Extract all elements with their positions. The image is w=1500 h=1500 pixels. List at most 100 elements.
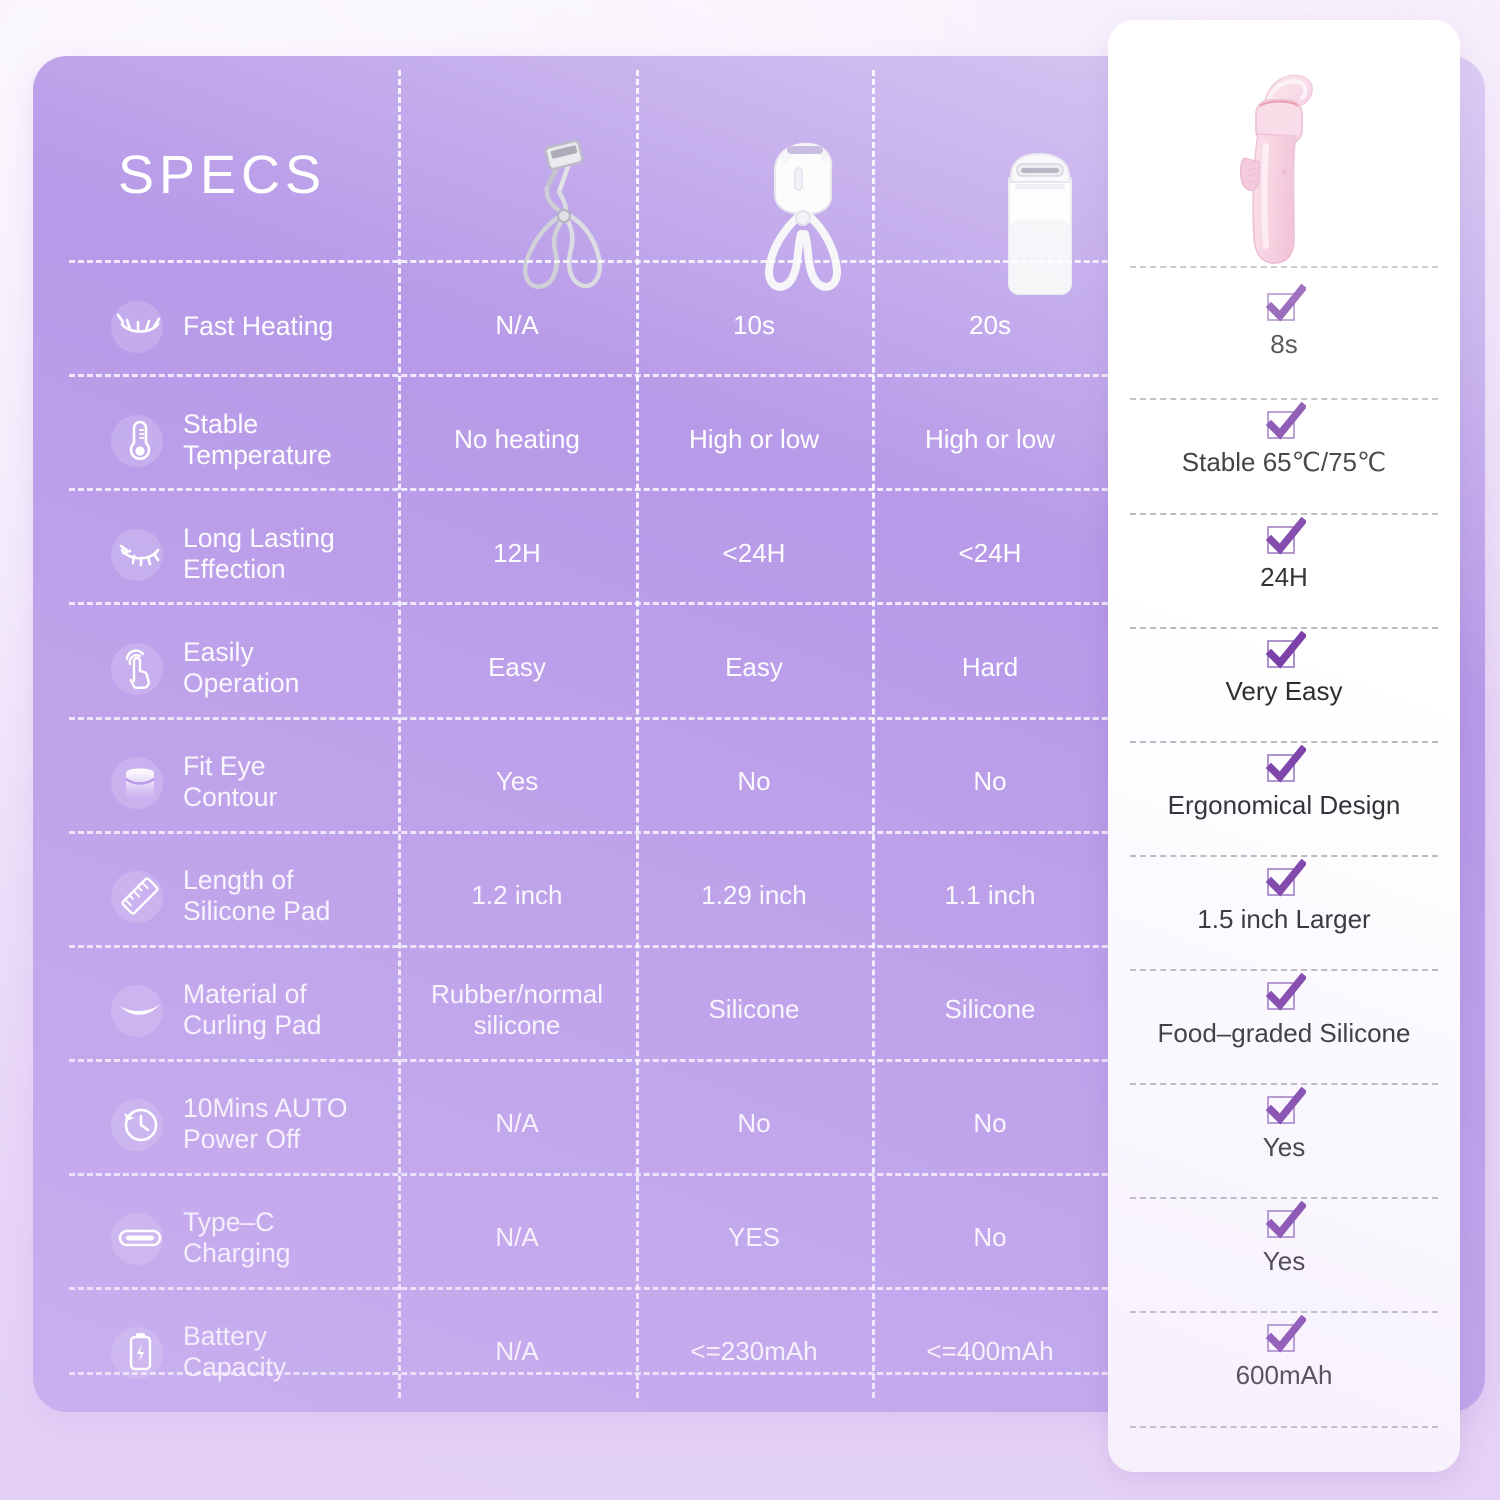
thermometer-icon [111, 411, 169, 469]
cell-value: No heating [454, 424, 580, 455]
highlight-value: 8s [1270, 329, 1298, 359]
cell-value: Silicone [944, 994, 1036, 1025]
cell-value: No [737, 766, 771, 797]
featured-product-card: 8s Stable 65℃/75℃ 24H Very Easy [1108, 20, 1460, 1472]
highlight-row-divider [1130, 513, 1438, 515]
highlight-value: Ergonomical Design [1167, 790, 1401, 820]
cell-value: Easy [488, 652, 546, 683]
feature-row-fast-heating: Fast Heating [111, 268, 411, 384]
highlight-value: 1.5 inch Larger [1197, 904, 1371, 934]
row-divider [69, 1372, 1449, 1375]
highlight-row-divider [1130, 1083, 1438, 1085]
row-divider [69, 1287, 1449, 1290]
product-image-manual-curler [475, 130, 655, 305]
highlight-value: Yes [1262, 1246, 1306, 1276]
highlight-value: 24H [1260, 562, 1308, 592]
row-divider [69, 488, 1449, 491]
product-image-pink-heated-curler [1204, 62, 1364, 277]
cell-value: N/A [495, 1108, 539, 1139]
cell-value: 1.29 inch [701, 880, 807, 911]
checkmark-icon [1265, 1087, 1306, 1125]
closed-eye-lashes-icon [111, 525, 169, 583]
column-divider [636, 70, 639, 1398]
feature-label-line1: Length of [183, 865, 294, 895]
feature-row-easily-operation: Easily Operation [111, 610, 411, 726]
feature-label-line1: Material of [183, 979, 307, 1009]
checkmark-icon [1265, 517, 1306, 555]
cell-value: N/A [495, 310, 539, 341]
row-divider [69, 1173, 1449, 1176]
row-divider [69, 1059, 1449, 1062]
cell-value: Yes [495, 766, 539, 797]
row-divider [69, 945, 1449, 948]
highlight-row-material-of-curling-pad: Food–graded Silicone [1118, 973, 1450, 1049]
feature-label-line1: Easily [183, 637, 254, 667]
feature-label-line2: Temperature [183, 440, 332, 470]
feature-label: Easily Operation [183, 637, 299, 699]
feature-label-line2: Effection [183, 554, 286, 584]
usb-type-c-icon [111, 1209, 169, 1267]
cell-value-line2: silicone [473, 1010, 561, 1040]
feature-label: Material of Curling Pad [183, 979, 321, 1041]
checkmark-icon [1265, 1201, 1306, 1239]
cell-value: No [973, 1108, 1007, 1139]
feature-label: Stable Temperature [183, 409, 332, 471]
feature-label-line2: Silicone Pad [183, 896, 331, 926]
highlight-row-divider [1130, 1197, 1438, 1199]
feature-row-type-c-charging: Type–C Charging [111, 1180, 411, 1296]
cell-value: 12H [493, 538, 541, 569]
feature-label-line1: Battery [183, 1321, 267, 1351]
cell-value: Silicone [708, 994, 800, 1025]
ruler-icon [111, 867, 169, 925]
checkmark-icon [1265, 631, 1306, 669]
highlight-row-easily-operation: Very Easy [1118, 631, 1450, 707]
row-divider [69, 260, 1449, 263]
highlight-row-divider [1130, 398, 1438, 400]
highlight-row-divider [1130, 627, 1438, 629]
clock-auto-off-icon [111, 1095, 169, 1153]
cell-value: High or low [688, 424, 820, 455]
page-title: SPECS [118, 145, 327, 205]
cell-value: Hard [961, 652, 1019, 683]
highlight-row-type-c-charging: Yes [1118, 1201, 1450, 1277]
row-divider [69, 602, 1449, 605]
highlight-row-divider [1130, 1426, 1438, 1428]
cell-value: High or low [924, 424, 1056, 455]
cell-value: <24H [958, 538, 1022, 569]
cell-value: No [973, 1222, 1007, 1253]
highlight-value: Very Easy [1225, 676, 1343, 706]
cell-value: N/A [495, 1336, 539, 1367]
highlight-value: Food–graded Silicone [1157, 1018, 1411, 1048]
highlight-row-length-of-silicone-pad: 1.5 inch Larger [1118, 859, 1450, 935]
cell-value-line1: Rubber/normal [431, 978, 603, 1009]
cell-value: Rubber/normal silicone [398, 952, 636, 1068]
battery-icon [111, 1323, 169, 1381]
feature-label: Fast Heating [183, 310, 334, 341]
column-divider [398, 70, 401, 1398]
highlight-value: Yes [1262, 1132, 1306, 1162]
highlight-value: 600mAh [1235, 1360, 1333, 1390]
cell-value: No [737, 1108, 771, 1139]
cell-value: N/A [495, 1222, 539, 1253]
checkmark-icon [1265, 973, 1306, 1011]
row-divider [69, 831, 1449, 834]
highlight-row-long-lasting-effection: 24H [1118, 517, 1450, 593]
cell-value: <=230mAh [690, 1336, 818, 1367]
feature-row-stable-temperature: Stable Temperature [111, 382, 411, 498]
feature-row-length-of-silicone-pad: Length of Silicone Pad [111, 838, 411, 954]
feature-label-line2: Curling Pad [183, 1010, 322, 1040]
cell-value: 10s [733, 310, 775, 341]
highlight-row-auto-power-off: Yes [1118, 1087, 1450, 1163]
highlight-row-divider [1130, 855, 1438, 857]
checkmark-icon [1265, 284, 1306, 322]
feature-label-line2: Power Off [183, 1124, 301, 1154]
feature-label: Fit Eye Contour [183, 751, 277, 813]
product-image-white-electric-curler [713, 130, 893, 305]
feature-label: Type–C Charging [183, 1207, 291, 1269]
cell-value: <=400mAh [926, 1336, 1054, 1367]
closed-eye-lashes-icon [111, 297, 169, 355]
highlight-row-stable-temperature: Stable 65℃/75℃ [1118, 402, 1450, 478]
feature-row-material-of-curling-pad: Material of Curling Pad [111, 952, 411, 1068]
checkmark-icon [1265, 402, 1306, 440]
